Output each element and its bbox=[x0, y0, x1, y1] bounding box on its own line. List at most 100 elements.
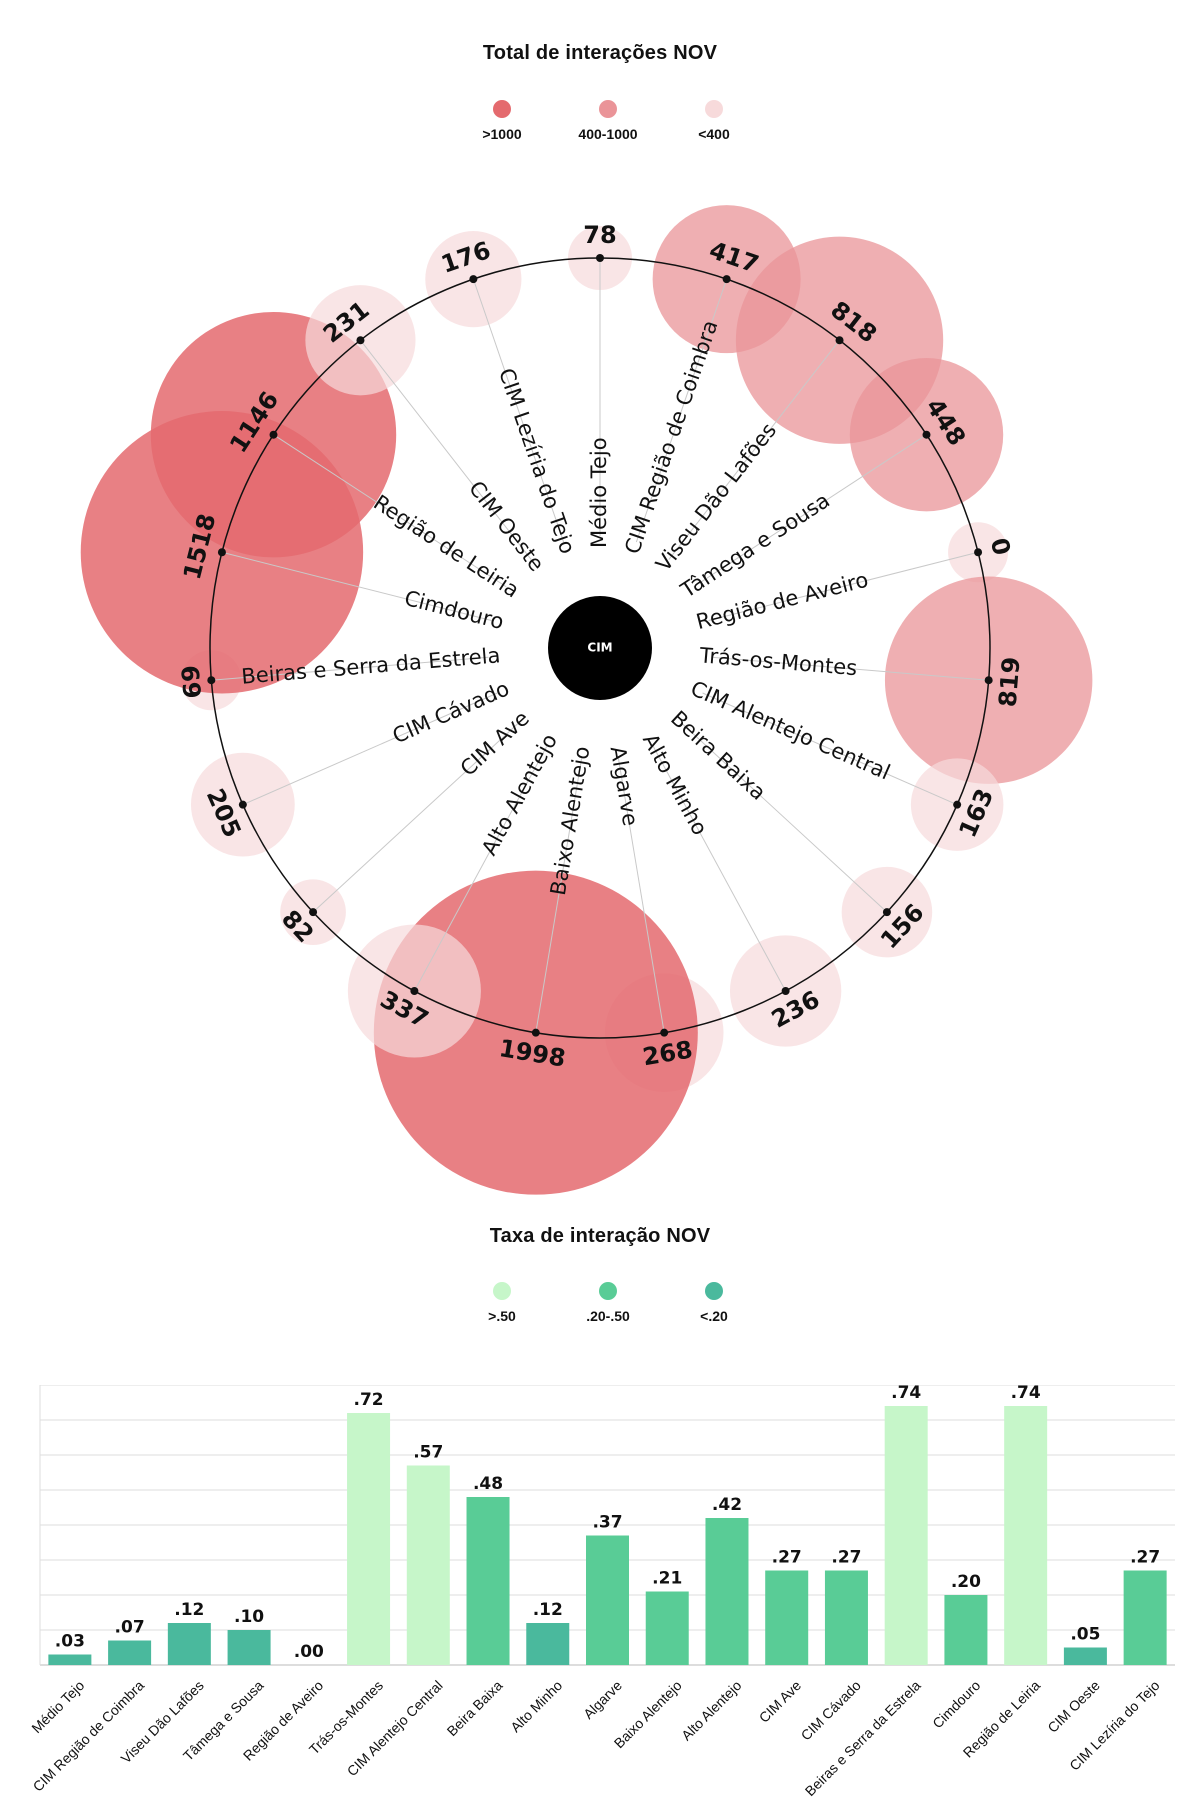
legend-dot-mid bbox=[599, 100, 617, 118]
dot-cim-leziria-do-tejo bbox=[469, 275, 478, 284]
spoke-beira-baixa bbox=[682, 723, 888, 913]
legend-label-rate-high: >.50 bbox=[488, 1308, 516, 1324]
bar-viseu-dao-lafoes bbox=[167, 1623, 211, 1665]
dot-cim-oeste bbox=[356, 336, 365, 345]
bar-value-cim-leziria-do-tejo: .27 bbox=[1130, 1548, 1160, 1568]
bar-algarve bbox=[586, 1535, 629, 1665]
value-label-tras-os-montes: 819 bbox=[994, 656, 1026, 708]
bar-value-tras-os-montes: .72 bbox=[353, 1390, 383, 1410]
bubble-chart-title: Total de interações NOV bbox=[482, 42, 718, 64]
dot-cim-cavado bbox=[238, 800, 247, 809]
spoke-cim-ave bbox=[312, 723, 518, 913]
bar-value-cim-cavado: .27 bbox=[831, 1548, 861, 1568]
region-label-tras-os-montes: Trás-os-Montes bbox=[698, 643, 858, 680]
region-label-medio-tejo: Médio Tejo bbox=[587, 437, 611, 548]
region-label-algarve: Algarve bbox=[606, 744, 643, 827]
center-node: CIM bbox=[548, 596, 652, 700]
spoke-alto-minho bbox=[652, 746, 787, 992]
dot-layer bbox=[207, 254, 993, 1037]
bar-value-algarve: .37 bbox=[592, 1513, 622, 1533]
legend-dot-rate-high bbox=[493, 1282, 511, 1300]
bar-category-cim-ave: CIM Ave bbox=[756, 1677, 805, 1726]
spoke-layer bbox=[211, 258, 989, 1033]
legend-item-high: >1000 bbox=[432, 100, 572, 142]
bar-category-cim-regiao-de-coimbra: CIM Região de Coimbra bbox=[30, 1677, 148, 1795]
bar-value-tamega-e-sousa: .10 bbox=[234, 1607, 264, 1627]
legend-label-rate-mid: .20-.50 bbox=[586, 1308, 630, 1324]
center-circle bbox=[548, 596, 652, 700]
spoke-tras-os-montes bbox=[711, 656, 989, 681]
bar-category-cim-cavado: CIM Cávado bbox=[798, 1677, 864, 1743]
dot-alto-minho bbox=[781, 986, 790, 995]
bar-cim-cavado bbox=[824, 1570, 868, 1665]
dot-algarve bbox=[660, 1028, 669, 1037]
dot-medio-tejo bbox=[596, 254, 604, 262]
bar-cim-regiao-de-coimbra bbox=[108, 1640, 152, 1665]
bar-value-viseu-dao-lafoes: .12 bbox=[174, 1600, 204, 1620]
region-label-cimdouro: Cimdouro bbox=[402, 586, 506, 634]
bar-value-alto-alentejo: .42 bbox=[712, 1495, 742, 1515]
bubble-layer bbox=[80, 205, 1093, 1195]
legend-label-high: >1000 bbox=[482, 126, 522, 142]
legend-item-mid: 400-1000 bbox=[538, 100, 678, 142]
bar-value-cimdouro: .20 bbox=[951, 1572, 981, 1592]
legend-item-rate-mid: .20-.50 bbox=[538, 1282, 678, 1324]
bar-chart-title: Taxa de interação NOV bbox=[489, 1225, 711, 1247]
legend-dot-low bbox=[705, 100, 723, 118]
bar-alto-minho bbox=[526, 1623, 570, 1665]
bar-value-regiao-de-leiria: .74 bbox=[1011, 1385, 1041, 1403]
bar-value-cim-regiao-de-coimbra: .07 bbox=[115, 1618, 145, 1638]
spoke-regiao-de-leiria bbox=[273, 434, 507, 588]
value-label-beiras-e-serra-da-estrela: 69 bbox=[175, 664, 206, 700]
bar-cim-ave bbox=[765, 1570, 809, 1665]
legend-dot-rate-low bbox=[705, 1282, 723, 1300]
bar-category-beiras-e-serra-da-estrela: Beiras e Serra da Estrela bbox=[802, 1677, 924, 1799]
dot-cim-ave bbox=[309, 908, 318, 917]
bar-layer bbox=[48, 1406, 1167, 1665]
bar-regiao-de-leiria bbox=[1004, 1406, 1048, 1665]
spoke-baixo-alentejo bbox=[535, 758, 583, 1033]
bar-category-alto-minho: Alto Minho bbox=[507, 1677, 565, 1735]
bar-value-baixo-alentejo: .21 bbox=[652, 1569, 682, 1589]
bar-value-medio-tejo: .03 bbox=[55, 1632, 85, 1652]
bar-tamega-e-sousa bbox=[227, 1630, 271, 1665]
bar-medio-tejo bbox=[48, 1654, 92, 1665]
spoke-cim-leziria-do-tejo bbox=[472, 278, 565, 543]
bar-baixo-alentejo bbox=[645, 1591, 689, 1665]
value-label-medio-tejo: 78 bbox=[583, 221, 616, 249]
bar-beira-baixa bbox=[466, 1497, 510, 1665]
spoke-cim-regiao-de-coimbra bbox=[635, 278, 728, 543]
spoke-cim-alentejo-central bbox=[702, 692, 958, 806]
bar-chart: .03 .07 .12 .10 .00 .72 .57 .48 .12 .37 .21 .42 .27.… bbox=[28, 1385, 1175, 1799]
spoke-regiao-de-aveiro bbox=[708, 551, 979, 621]
dot-cimdouro bbox=[217, 548, 226, 557]
bar-category-cim-oeste: CIM Oeste bbox=[1044, 1677, 1103, 1736]
legend-dot-high bbox=[493, 100, 511, 118]
dot-cim-regiao-de-coimbra bbox=[722, 275, 731, 284]
bar-value-cim-oeste: .05 bbox=[1070, 1625, 1100, 1645]
dot-regiao-de-aveiro bbox=[974, 548, 983, 557]
spoke-algarve bbox=[617, 758, 665, 1033]
bar-tras-os-montes bbox=[347, 1413, 391, 1665]
bar-value-beira-baixa: .48 bbox=[473, 1474, 503, 1494]
dot-beiras-e-serra-da-estrela bbox=[207, 676, 216, 685]
dot-tamega-e-sousa bbox=[922, 430, 931, 439]
bar-category-alto-alentejo: Alto Alentejo bbox=[678, 1677, 745, 1744]
region-label-baixo-alentejo: Baixo Alentejo bbox=[546, 744, 594, 897]
spoke-viseu-dao-lafoes bbox=[668, 339, 840, 560]
dot-viseu-dao-lafoes bbox=[835, 336, 844, 345]
spoke-beiras-e-serra-da-estrela bbox=[211, 656, 489, 681]
spoke-cim-cavado bbox=[242, 692, 498, 806]
spoke-tamega-e-sousa bbox=[693, 434, 927, 588]
bar-cim-leziria-do-tejo bbox=[1123, 1570, 1167, 1665]
legend-item-rate-low: <.20 bbox=[644, 1282, 784, 1324]
bar-category-medio-tejo: Médio Tejo bbox=[28, 1677, 87, 1736]
bar-value-cim-ave: .27 bbox=[772, 1548, 802, 1568]
legend-item-rate-high: >.50 bbox=[432, 1282, 572, 1324]
dot-beira-baixa bbox=[882, 908, 891, 917]
dot-alto-alentejo bbox=[410, 986, 419, 995]
legend-label-low: <400 bbox=[698, 126, 730, 142]
legend-label-mid: 400-1000 bbox=[578, 126, 638, 142]
bar-category-cimdouro: Cimdouro bbox=[929, 1677, 983, 1731]
